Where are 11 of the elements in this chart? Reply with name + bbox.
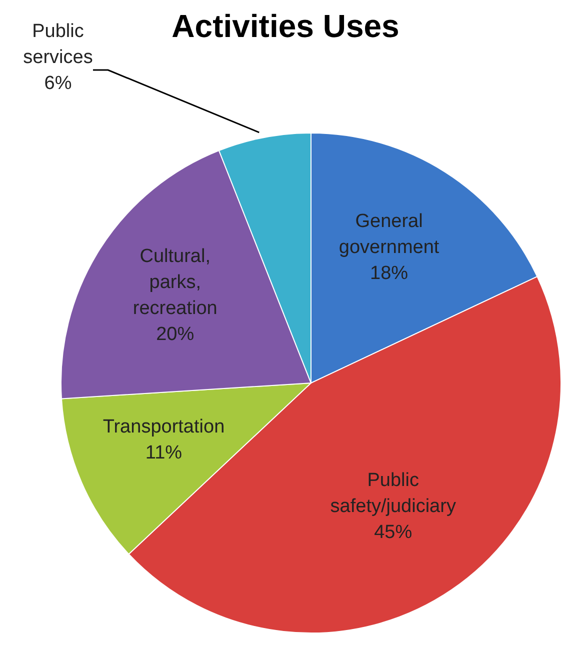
chart-title: Activities Uses	[172, 8, 400, 44]
data-label: 18%	[370, 263, 408, 284]
data-label: 45%	[374, 522, 412, 544]
data-label: 6%	[44, 73, 72, 94]
slice-label: Public safety/judiciary	[330, 470, 456, 518]
data-label: 20%	[156, 324, 194, 345]
data-label: 11%	[145, 442, 182, 464]
slice-label: Cultural, parks, recreation	[132, 246, 218, 319]
slice-label: Public services	[23, 21, 93, 68]
slice-label: Transportation	[102, 416, 225, 438]
slice-label: General government	[338, 211, 440, 258]
